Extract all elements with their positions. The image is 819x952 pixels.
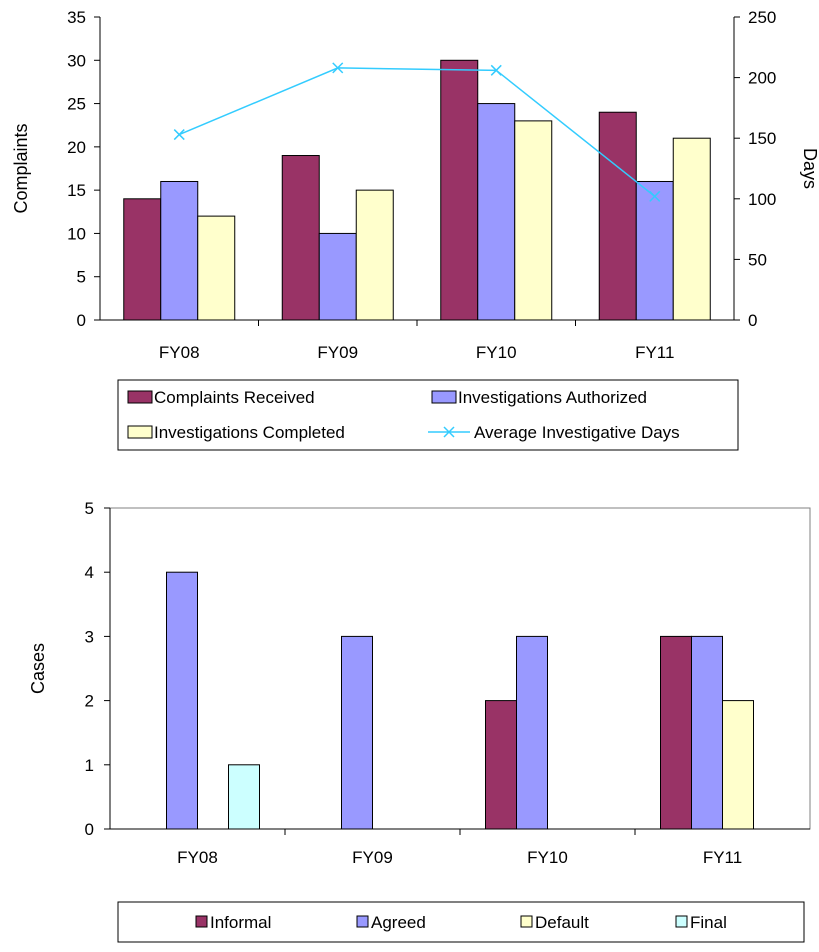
bar-agreed-fy09 (341, 635, 373, 830)
complaints-chart: 0 5 10 15 20 25 30 35 0 50 100 150 200 250 FY08 FY09 FY1… (11, 8, 819, 451)
left-tick-label-15: 15 (67, 181, 86, 200)
bar-informal-fy11 (660, 635, 692, 830)
y-axis-title-right: Days (800, 148, 819, 189)
bar-complaints-received-fy10 (440, 59, 479, 321)
right-tick-label-50: 50 (748, 250, 767, 269)
bar-investigations-completed-fy10 (514, 120, 553, 321)
legend: Complaints Received Investigations Author… (117, 379, 739, 451)
bar-agreed-fy08 (166, 571, 198, 830)
legend-swatch-investigations-completed (127, 425, 153, 439)
x-tick-label-fy11: FY11 (703, 848, 742, 867)
bar-default-fy11 (722, 700, 754, 830)
legend-label-average-investigative-days: Average Investigative Days (474, 423, 680, 442)
bar-agreed-fy10 (516, 635, 548, 830)
legend-label-default: Default (535, 913, 589, 932)
bar-complaints-received-fy11 (598, 111, 637, 321)
legend-swatch-default (520, 915, 533, 928)
left-tick-label-5: 5 (77, 268, 86, 287)
legend-swatch-investigations-authorized (431, 390, 457, 404)
legend-swatch-final (675, 915, 688, 928)
bar-complaints-received-fy09 (281, 155, 320, 321)
right-tick-label-0: 0 (748, 311, 757, 330)
left-tick-label-4: 4 (85, 563, 94, 582)
legend: Informal Agreed Default Final (117, 901, 805, 943)
point-average-investigative-days-fy11 (649, 190, 661, 202)
bar-investigations-completed-fy09 (355, 189, 394, 321)
legend-label-complaints-received: Complaints Received (154, 388, 315, 407)
y-axis-title: Cases (28, 643, 48, 694)
left-tick-label-10: 10 (67, 224, 86, 243)
x-tick-label-fy08: FY08 (177, 848, 218, 867)
legend-swatch-agreed (356, 915, 369, 928)
bar-investigations-authorized-fy09 (318, 232, 357, 321)
left-tick-label-20: 20 (67, 138, 86, 157)
legend-label-investigations-authorized: Investigations Authorized (458, 388, 647, 407)
x-tick-label-fy08: FY08 (159, 343, 200, 362)
bar-final-fy08 (228, 764, 260, 830)
right-tick-label-150: 150 (748, 129, 776, 148)
cases-chart: 0 1 2 3 4 5 FY08 FY09 FY10 FY11 Cases Informal Agree… (28, 499, 811, 943)
bar-investigations-authorized-fy10 (477, 103, 516, 321)
bar-agreed-fy11 (691, 635, 723, 830)
legend-label-final: Final (690, 913, 727, 932)
left-tick-label-0: 0 (77, 311, 86, 330)
point-average-investigative-days-fy08 (173, 129, 185, 141)
left-tick-label-35: 35 (67, 8, 86, 27)
right-tick-label-100: 100 (748, 190, 776, 209)
left-tick-label-2: 2 (85, 692, 94, 711)
x-tick-label-fy10: FY10 (527, 848, 568, 867)
legend-box (117, 379, 739, 451)
legend-label-investigations-completed: Investigations Completed (154, 423, 345, 442)
line-average-investigative-days (178, 67, 656, 197)
left-tick-label-30: 30 (67, 51, 86, 70)
x-tick-label-fy10: FY10 (476, 343, 517, 362)
left-tick-label-3: 3 (85, 627, 94, 646)
bar-investigations-authorized-fy11 (635, 180, 674, 321)
legend-label-agreed: Agreed (371, 913, 426, 932)
legend-swatch-informal (195, 915, 208, 928)
bar-informal-fy10 (485, 700, 517, 830)
bar-investigations-completed-fy11 (672, 137, 711, 321)
point-average-investigative-days-fy10 (490, 64, 502, 76)
bar-investigations-completed-fy08 (197, 215, 236, 321)
left-tick-label-1: 1 (85, 756, 94, 775)
right-tick-label-250: 250 (748, 8, 776, 27)
x-tick-label-fy09: FY09 (352, 848, 393, 867)
y-axis-title: Complaints (11, 123, 31, 213)
x-tick-label-fy11: FY11 (635, 343, 674, 362)
left-tick-label-0: 0 (85, 820, 94, 839)
left-tick-label-5: 5 (85, 499, 94, 518)
point-average-investigative-days-fy09 (332, 62, 344, 74)
x-tick-label-fy09: FY09 (317, 343, 358, 362)
legend-box (117, 901, 805, 943)
bar-complaints-received-fy08 (123, 198, 162, 321)
legend-label-informal: Informal (210, 913, 271, 932)
legend-marker-average-investigative-days (443, 426, 455, 438)
left-tick-label-25: 25 (67, 95, 86, 114)
legend-swatch-complaints-received (127, 390, 153, 404)
bar-investigations-authorized-fy08 (160, 180, 199, 321)
right-tick-label-200: 200 (748, 69, 776, 88)
